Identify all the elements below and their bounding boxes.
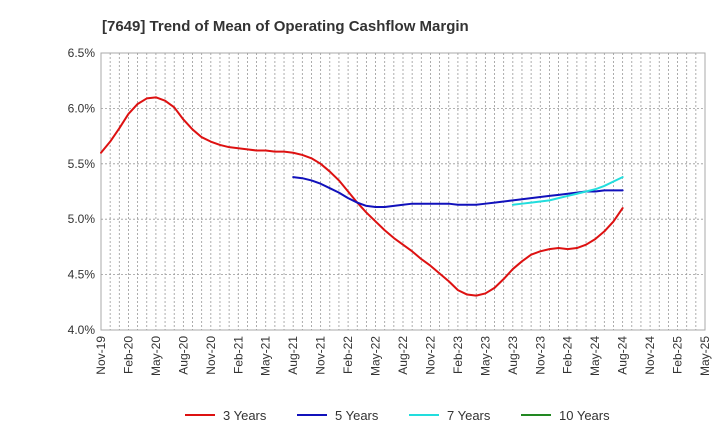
- legend-label: 3 Years: [223, 408, 267, 423]
- x-tick-label: May-22: [369, 336, 383, 376]
- x-tick-label: May-20: [149, 336, 163, 376]
- plot-frame: [100, 52, 706, 331]
- x-tick-label: Aug-21: [286, 336, 300, 375]
- x-tick-label: Feb-22: [341, 336, 355, 374]
- x-tick-label: Aug-23: [506, 336, 520, 375]
- x-tick-label: Nov-22: [423, 336, 437, 375]
- y-tick-label: 4.5%: [68, 268, 96, 282]
- series-line-7-years: [511, 176, 624, 206]
- plot-area: [100, 52, 706, 331]
- x-tick-label: Aug-22: [396, 336, 410, 375]
- series-line-3-years: [100, 96, 624, 297]
- legend-label: 7 Years: [447, 408, 491, 423]
- x-tick-label: Feb-21: [231, 336, 245, 374]
- x-tick-label: Aug-20: [176, 336, 190, 375]
- x-tick-label: May-23: [478, 336, 492, 376]
- x-tick-label: May-21: [259, 336, 273, 376]
- y-tick-label: 6.0%: [68, 101, 96, 115]
- x-tick-label: Nov-24: [643, 336, 657, 375]
- x-tick-label: Feb-20: [121, 336, 135, 374]
- series-line-5-years: [292, 176, 624, 209]
- y-tick-label: 5.0%: [68, 212, 96, 226]
- series-lines: [100, 96, 624, 297]
- x-tick-label: Feb-23: [451, 336, 465, 374]
- y-tick-label: 5.5%: [68, 157, 96, 171]
- x-tick-label: Nov-19: [94, 336, 108, 375]
- x-tick-label: Nov-21: [314, 336, 328, 375]
- x-tick-label: Aug-24: [616, 336, 630, 375]
- chart-title: [7649] Trend of Mean of Operating Cashfl…: [102, 18, 469, 35]
- x-tick-label: Feb-25: [671, 336, 685, 374]
- x-tick-label: May-24: [588, 336, 602, 376]
- x-tick-label: Nov-20: [204, 336, 218, 375]
- y-tick-label: 6.5%: [68, 46, 96, 60]
- x-axis-tick-labels: Nov-19 Feb-20 May-20 Aug-20 Nov-20 Feb-21 May-…: [94, 336, 712, 376]
- legend-label: 10 Years: [559, 408, 610, 423]
- legend: 3 Years 5 Years 7 Years 10 Years: [185, 408, 610, 423]
- x-tick-label: May-25: [698, 336, 712, 376]
- x-tick-label: Nov-23: [533, 336, 547, 375]
- y-tick-label: 4.0%: [68, 323, 96, 337]
- legend-label: 5 Years: [335, 408, 379, 423]
- x-tick-label: Feb-24: [561, 336, 575, 374]
- y-axis-tick-labels: 4.0% 4.5% 5.0% 5.5% 6.0% 6.5%: [68, 46, 96, 337]
- grid-lines: [101, 53, 705, 330]
